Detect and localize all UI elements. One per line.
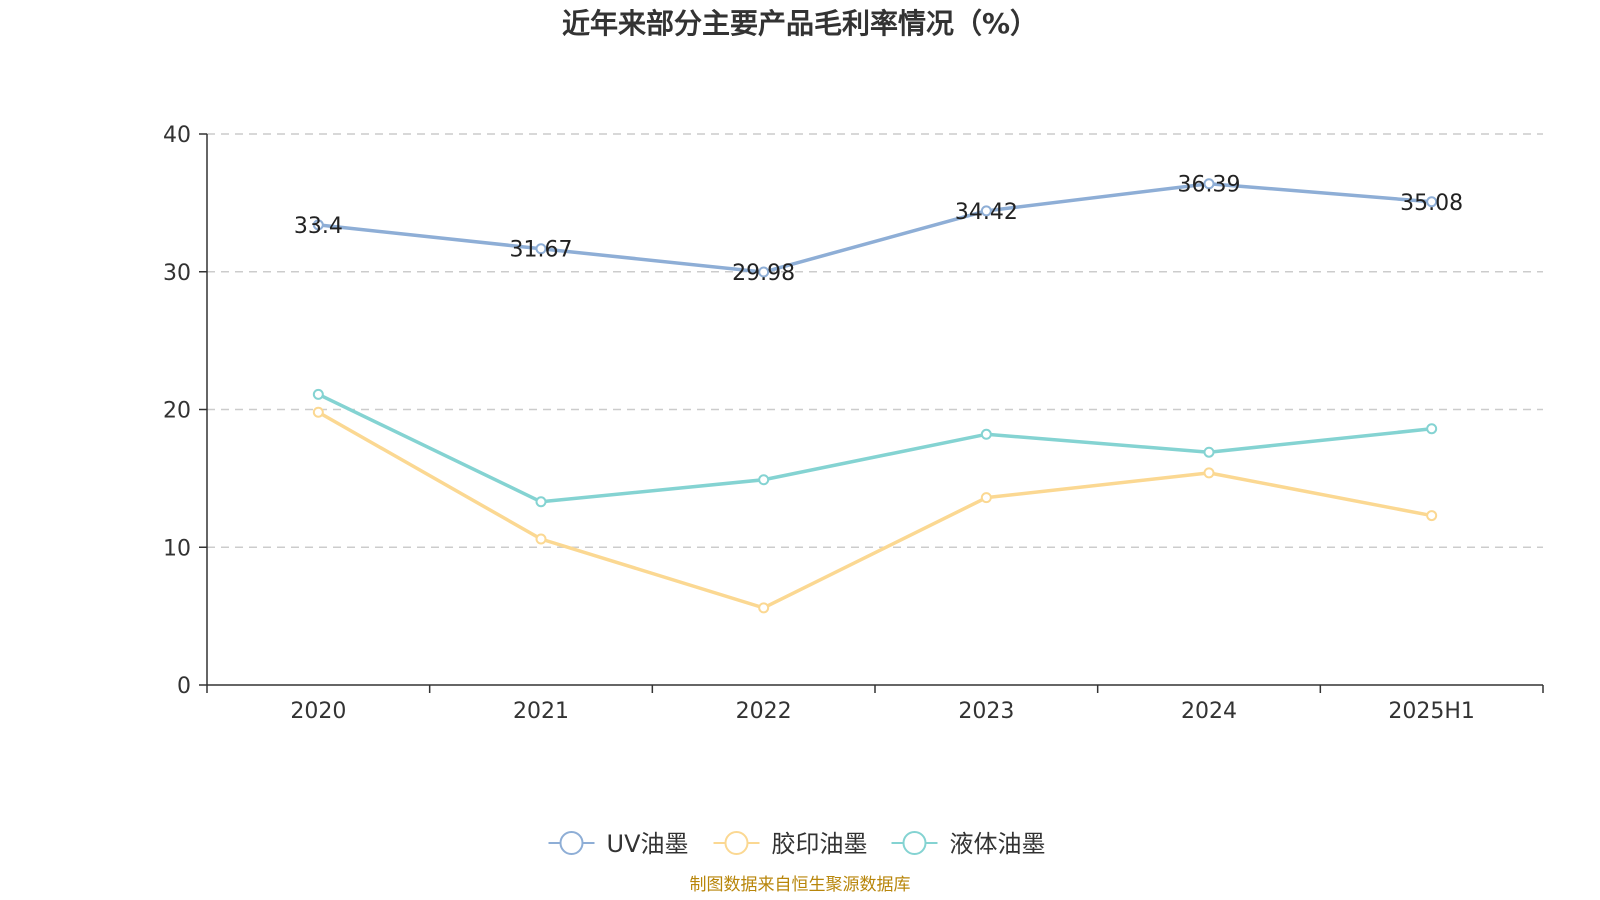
data-point[interactable] xyxy=(980,205,992,217)
legend-marker xyxy=(902,831,927,855)
data-point[interactable] xyxy=(312,406,324,418)
legend-label: 胶印油墨 xyxy=(772,830,868,858)
chart-title: 近年来部分主要产品毛利率情况（%） xyxy=(562,7,1038,40)
series-line xyxy=(317,410,1432,610)
legend-item[interactable]: 液体油墨 xyxy=(891,830,1046,858)
y-tick-label: 40 xyxy=(163,123,191,148)
legend-item[interactable]: 胶印油墨 xyxy=(713,830,868,858)
data-point[interactable] xyxy=(1203,446,1215,458)
data-label: 34.42 xyxy=(955,200,1018,225)
data-point[interactable] xyxy=(758,266,770,278)
data-point[interactable] xyxy=(1203,178,1215,190)
legend-marker xyxy=(724,831,749,855)
data-point[interactable] xyxy=(1426,196,1438,208)
data-point[interactable] xyxy=(312,388,324,400)
data-label: 29.98 xyxy=(732,261,795,286)
series-line xyxy=(318,181,1432,274)
y-tick-label: 10 xyxy=(163,536,191,561)
series-group xyxy=(312,178,1438,614)
data-point[interactable] xyxy=(1203,467,1215,479)
legend-label: 液体油墨 xyxy=(950,830,1046,858)
x-tick-label: 2021 xyxy=(513,699,569,724)
data-point[interactable] xyxy=(535,533,547,545)
data-point[interactable] xyxy=(980,492,992,504)
data-labels: 33.4 31.67 29.98 34.42 36.39 35.08 xyxy=(294,173,1463,286)
legend[interactable]: UV油墨 胶印油墨 液体油墨 xyxy=(548,830,1046,858)
x-tick-label: 2022 xyxy=(736,699,792,724)
data-label: 36.39 xyxy=(1178,173,1241,198)
data-label: 35.08 xyxy=(1400,191,1463,216)
y-tick-label: 20 xyxy=(163,399,191,424)
source-note: 制图数据来自恒生聚源数据库 xyxy=(690,875,911,895)
x-tick-label: 2025H1 xyxy=(1388,699,1475,724)
data-point[interactable] xyxy=(312,219,324,231)
x-tick-label: 2020 xyxy=(290,699,346,724)
data-point[interactable] xyxy=(980,428,992,440)
data-point[interactable] xyxy=(1426,510,1438,522)
y-tick-label: 30 xyxy=(163,261,191,286)
x-tick-label: 2023 xyxy=(958,699,1014,724)
legend-marker xyxy=(559,831,584,855)
data-point[interactable] xyxy=(535,243,547,255)
series-line xyxy=(317,392,1432,504)
data-label: 31.67 xyxy=(510,238,573,263)
data-point[interactable] xyxy=(758,474,770,486)
axes: 0 10 20 30 40 2020 2021 2022 2023 2024 2025H1 xyxy=(163,123,1544,724)
data-label: 33.4 xyxy=(294,214,343,239)
legend-label: UV油墨 xyxy=(607,830,689,858)
grid-lines xyxy=(207,133,1543,548)
y-tick-label: 0 xyxy=(177,674,191,699)
x-tick-label: 2024 xyxy=(1181,699,1237,724)
data-point[interactable] xyxy=(535,496,547,508)
legend-item[interactable]: UV油墨 xyxy=(548,830,689,858)
data-point[interactable] xyxy=(758,602,770,614)
data-point[interactable] xyxy=(1426,423,1438,435)
